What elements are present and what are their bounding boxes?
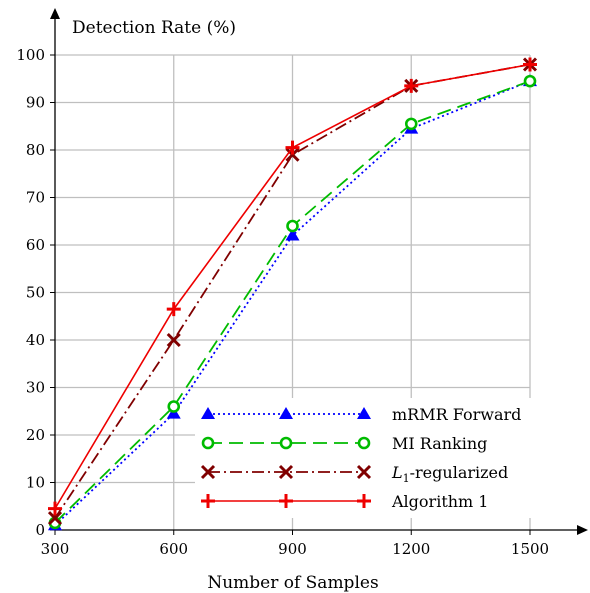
x-tick-label: 1500	[511, 540, 549, 558]
legend-item-mi-ranking: MI Ranking	[201, 434, 487, 453]
data-point-algorithm-1	[523, 57, 537, 72]
data-point-mi-ranking	[523, 74, 537, 88]
y-tick-label: 80	[26, 141, 45, 159]
data-point-l1-regularized-stroke	[285, 147, 300, 162]
data-point-l1-regularized	[166, 332, 181, 348]
y-tick-label: 70	[26, 189, 45, 207]
x-tick-label: 600	[159, 540, 188, 558]
legend-marker	[201, 494, 215, 508]
legend-marker	[357, 436, 371, 450]
legend-item-algorithm-1: Algorithm 1	[201, 492, 488, 511]
data-point-l1-regularized-stroke	[47, 511, 63, 526]
legend-marker	[279, 436, 293, 450]
legend-marker-stroke	[356, 464, 372, 480]
axes	[50, 8, 588, 535]
legend-marker	[279, 494, 293, 508]
series-algorithm-1	[48, 57, 537, 516]
legend-label: MI Ranking	[392, 434, 487, 453]
legend-marker	[356, 464, 372, 480]
data-point-algorithm-1	[166, 302, 181, 317]
data-point-l1-regularized	[285, 147, 300, 162]
x-tick-label: 300	[41, 540, 70, 558]
y-axis-arrow	[50, 8, 60, 19]
x-axis-title: Number of Samples	[207, 573, 378, 593]
x-tick-label: 1200	[392, 540, 430, 558]
y-tick-label: 100	[16, 46, 45, 64]
y-tick-label: 0	[35, 521, 45, 539]
legend-item-mrmr-forward: mRMR Forward	[201, 405, 521, 424]
y-tick-label: 60	[26, 236, 45, 254]
x-axis-arrow	[577, 525, 588, 535]
data-point-mrmr-forward	[285, 228, 300, 241]
y-tick-label: 90	[26, 94, 45, 112]
legend-marker	[201, 407, 215, 419]
data-point-algorithm-1	[285, 140, 300, 155]
x-axis-ticks: 300 600 900 1200 1500	[41, 530, 549, 558]
data-point-algorithm-1	[48, 501, 62, 516]
legend-marker	[357, 407, 371, 419]
legend-marker	[278, 464, 294, 480]
legend-item-l1-regularized: L1-regularized	[200, 463, 508, 485]
y-tick-label: 10	[26, 474, 45, 492]
legend-marker-stroke	[200, 464, 216, 480]
y-tick-label: 40	[26, 331, 45, 349]
data-point-mi-ranking	[167, 400, 181, 413]
y-axis-title: Detection Rate (%)	[72, 18, 236, 38]
data-point-l1-regularized-stroke	[166, 332, 181, 348]
series-mi-ranking	[48, 74, 537, 530]
data-point-mi-ranking	[286, 219, 299, 233]
y-tick-label: 50	[26, 284, 45, 302]
legend-label: Algorithm 1	[391, 492, 488, 511]
x-tick-label: 900	[278, 540, 307, 558]
data-point-l1-regularized	[47, 511, 63, 526]
legend-marker-stroke	[278, 464, 294, 480]
y-axis-ticks: 0 10 20 30 40 50 60 70 80 90 100	[16, 46, 55, 539]
data-point-algorithm-1	[404, 78, 419, 93]
legend: mRMR Forward MI Ranking L1-regularized Algo…	[200, 405, 521, 511]
data-point-mi-ranking	[404, 117, 418, 131]
legend-marker	[200, 464, 216, 480]
y-tick-label: 20	[26, 426, 45, 444]
legend-marker	[279, 407, 293, 419]
legend-marker	[201, 436, 215, 450]
legend-label: mRMR Forward	[392, 405, 521, 424]
legend-label: L1-regularized	[391, 463, 508, 485]
y-tick-label: 30	[26, 379, 45, 397]
legend-marker	[357, 494, 371, 508]
